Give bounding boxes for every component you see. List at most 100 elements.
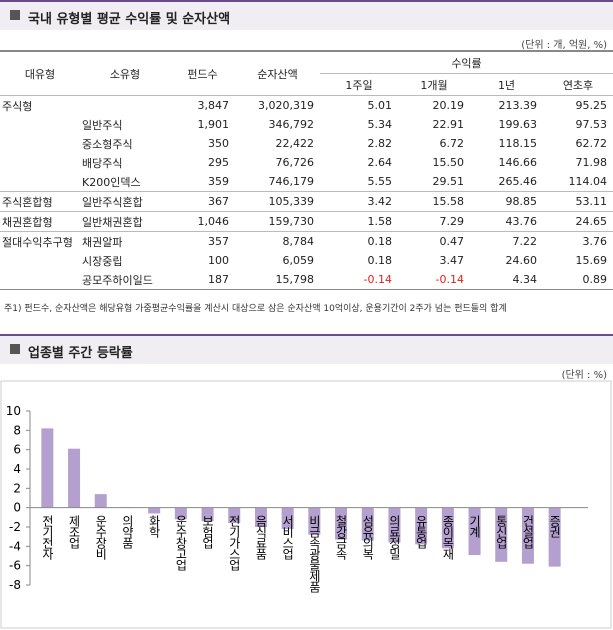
table-cell: 71.98 [575, 156, 608, 169]
table-cell: 5.34 [367, 118, 393, 131]
table-cell: 공모주하이일드 [82, 273, 153, 287]
table-cell: 24.60 [505, 254, 538, 267]
table-cell: 100 [208, 254, 229, 267]
table-cell: 43.76 [470, 211, 543, 232]
table-row: 배당주식 295 76,726 2.64 15.50 146.66 71.98 [0, 153, 613, 172]
table-cell: 0.18 [320, 231, 398, 251]
table-row: 시장중립 100 6,059 0.18 3.47 24.60 15.69 [0, 251, 613, 270]
table-cell: 2.82 [367, 137, 393, 150]
y-tick-label: -8 [9, 578, 21, 592]
table-row: 절대수익추구형 채권알파 357 8,784 0.18 0.47 7.22 3.76 [0, 231, 613, 251]
table-cell: 5.55 [367, 175, 393, 188]
table-cell: 6.72 [439, 137, 465, 150]
bar [468, 507, 481, 556]
x-tick-label: 유통업 [414, 515, 428, 549]
table-cell: 76,726 [275, 156, 315, 169]
table-cell: 15.50 [432, 156, 465, 169]
table-cell: 346,792 [268, 118, 315, 131]
table-cell: 114.04 [568, 175, 608, 188]
table-cell: 3,020,319 [258, 99, 314, 112]
table-cell: 187 [208, 273, 229, 286]
table-cell: 3,847 [197, 99, 230, 112]
bar [521, 507, 534, 564]
table-row: 주식형 3,847 3,020,319 5.01 20.19 213.39 95.25 [0, 96, 613, 116]
table-cell: 159,730 [235, 211, 320, 232]
table-cell: 146.66 [498, 156, 538, 169]
column-header: 대유형 [0, 51, 80, 96]
table-cell [0, 134, 80, 153]
table-row: 채권혼합형 일반채권혼합 1,046 159,730 1.58 7.29 43.76 24.6… [0, 211, 613, 232]
table-cell: 7.29 [398, 211, 470, 232]
unit-label: (단위 : 개, 억원, %) [521, 40, 607, 51]
table-cell: 199.63 [498, 118, 538, 131]
bar [41, 428, 54, 508]
table-cell: 97.53 [575, 118, 608, 131]
bar [68, 448, 81, 508]
table-cell: 주식형 [2, 99, 33, 113]
y-tick-label: -6 [9, 559, 21, 573]
x-tick-label: 의약품 [120, 515, 134, 549]
table-row: K200인덱스 359 746,179 5.55 29.51 265.46 114.04 [0, 172, 613, 192]
column-header: 1주일 [320, 73, 398, 96]
bar [388, 507, 401, 543]
table-cell: 일반주식혼합 [80, 191, 170, 212]
table-cell [0, 115, 80, 134]
y-tick-label: 4 [13, 462, 21, 476]
y-tick-label: -2 [9, 520, 21, 534]
x-tick-label: 제조업 [67, 515, 81, 549]
column-header: 소유형 [80, 51, 170, 96]
table-cell: 5.01 [367, 99, 393, 112]
bar [361, 507, 374, 541]
table-cell: 213.39 [498, 99, 538, 112]
table-cell: 3.76 [543, 231, 613, 251]
bar [415, 507, 428, 545]
table-cell: 6,059 [282, 254, 315, 267]
table-cell [80, 96, 170, 116]
y-tick-label: 0 [13, 501, 21, 515]
section-title: 업종별 주간 등락률 [28, 346, 133, 361]
table-cell: 295 [208, 156, 229, 169]
table-cell: 62.72 [575, 137, 608, 150]
table-cell: 15.69 [575, 254, 608, 267]
header-row: 1주일 1개월 1년 연초후 [0, 73, 613, 96]
table-cell: 746,179 [268, 175, 315, 188]
y-tick-label: 8 [13, 423, 21, 437]
bar [121, 507, 134, 508]
bar [148, 507, 161, 514]
header-row: 대유형 소유형 펀드수 순자산액 수익률 [0, 51, 613, 96]
table-cell: 주식혼합형 [0, 191, 80, 212]
table-cell: 시장중립 [82, 254, 123, 268]
table-cell: 3.47 [439, 254, 465, 267]
table-cell: K200인덱스 [82, 175, 141, 189]
x-tick-label: 의료정밀 [387, 515, 401, 560]
bar [281, 507, 294, 529]
table-cell [0, 270, 80, 290]
x-tick-label: 기계 [468, 515, 482, 538]
table-row: 일반주식 1,901 346,792 5.34 22.91 199.63 97.53 [0, 115, 613, 134]
table-cell: 350 [208, 137, 229, 150]
bar [495, 507, 508, 562]
table-cell: 0.47 [398, 231, 470, 251]
table-cell: 98.85 [470, 191, 543, 212]
x-tick-label: 전기가스업 [227, 515, 241, 571]
table-cell: 배당주식 [82, 156, 123, 170]
bar [254, 507, 267, 527]
column-header: 1개월 [398, 73, 470, 96]
column-header: 펀드수 [170, 51, 235, 96]
table-cell: 0.18 [367, 254, 393, 267]
x-tick-label: 건설업 [521, 515, 535, 549]
table-cell: 20.19 [432, 99, 465, 112]
table-cell: 357 [170, 231, 235, 251]
x-tick-label: 전기전자 [40, 515, 54, 560]
x-tick-label: 통신업 [494, 515, 508, 549]
bar [94, 494, 107, 508]
table-cell: 118.15 [498, 137, 538, 150]
y-tick-label: -4 [9, 539, 21, 553]
table-cell: 105,339 [235, 191, 320, 212]
y-tick-label: 2 [13, 481, 21, 495]
x-tick-label: 서비스업 [281, 515, 295, 560]
section-header: 업종별 주간 등락률 [0, 334, 613, 364]
x-tick-label: 운수장비 [94, 515, 108, 560]
table-cell: 2.64 [367, 156, 393, 169]
